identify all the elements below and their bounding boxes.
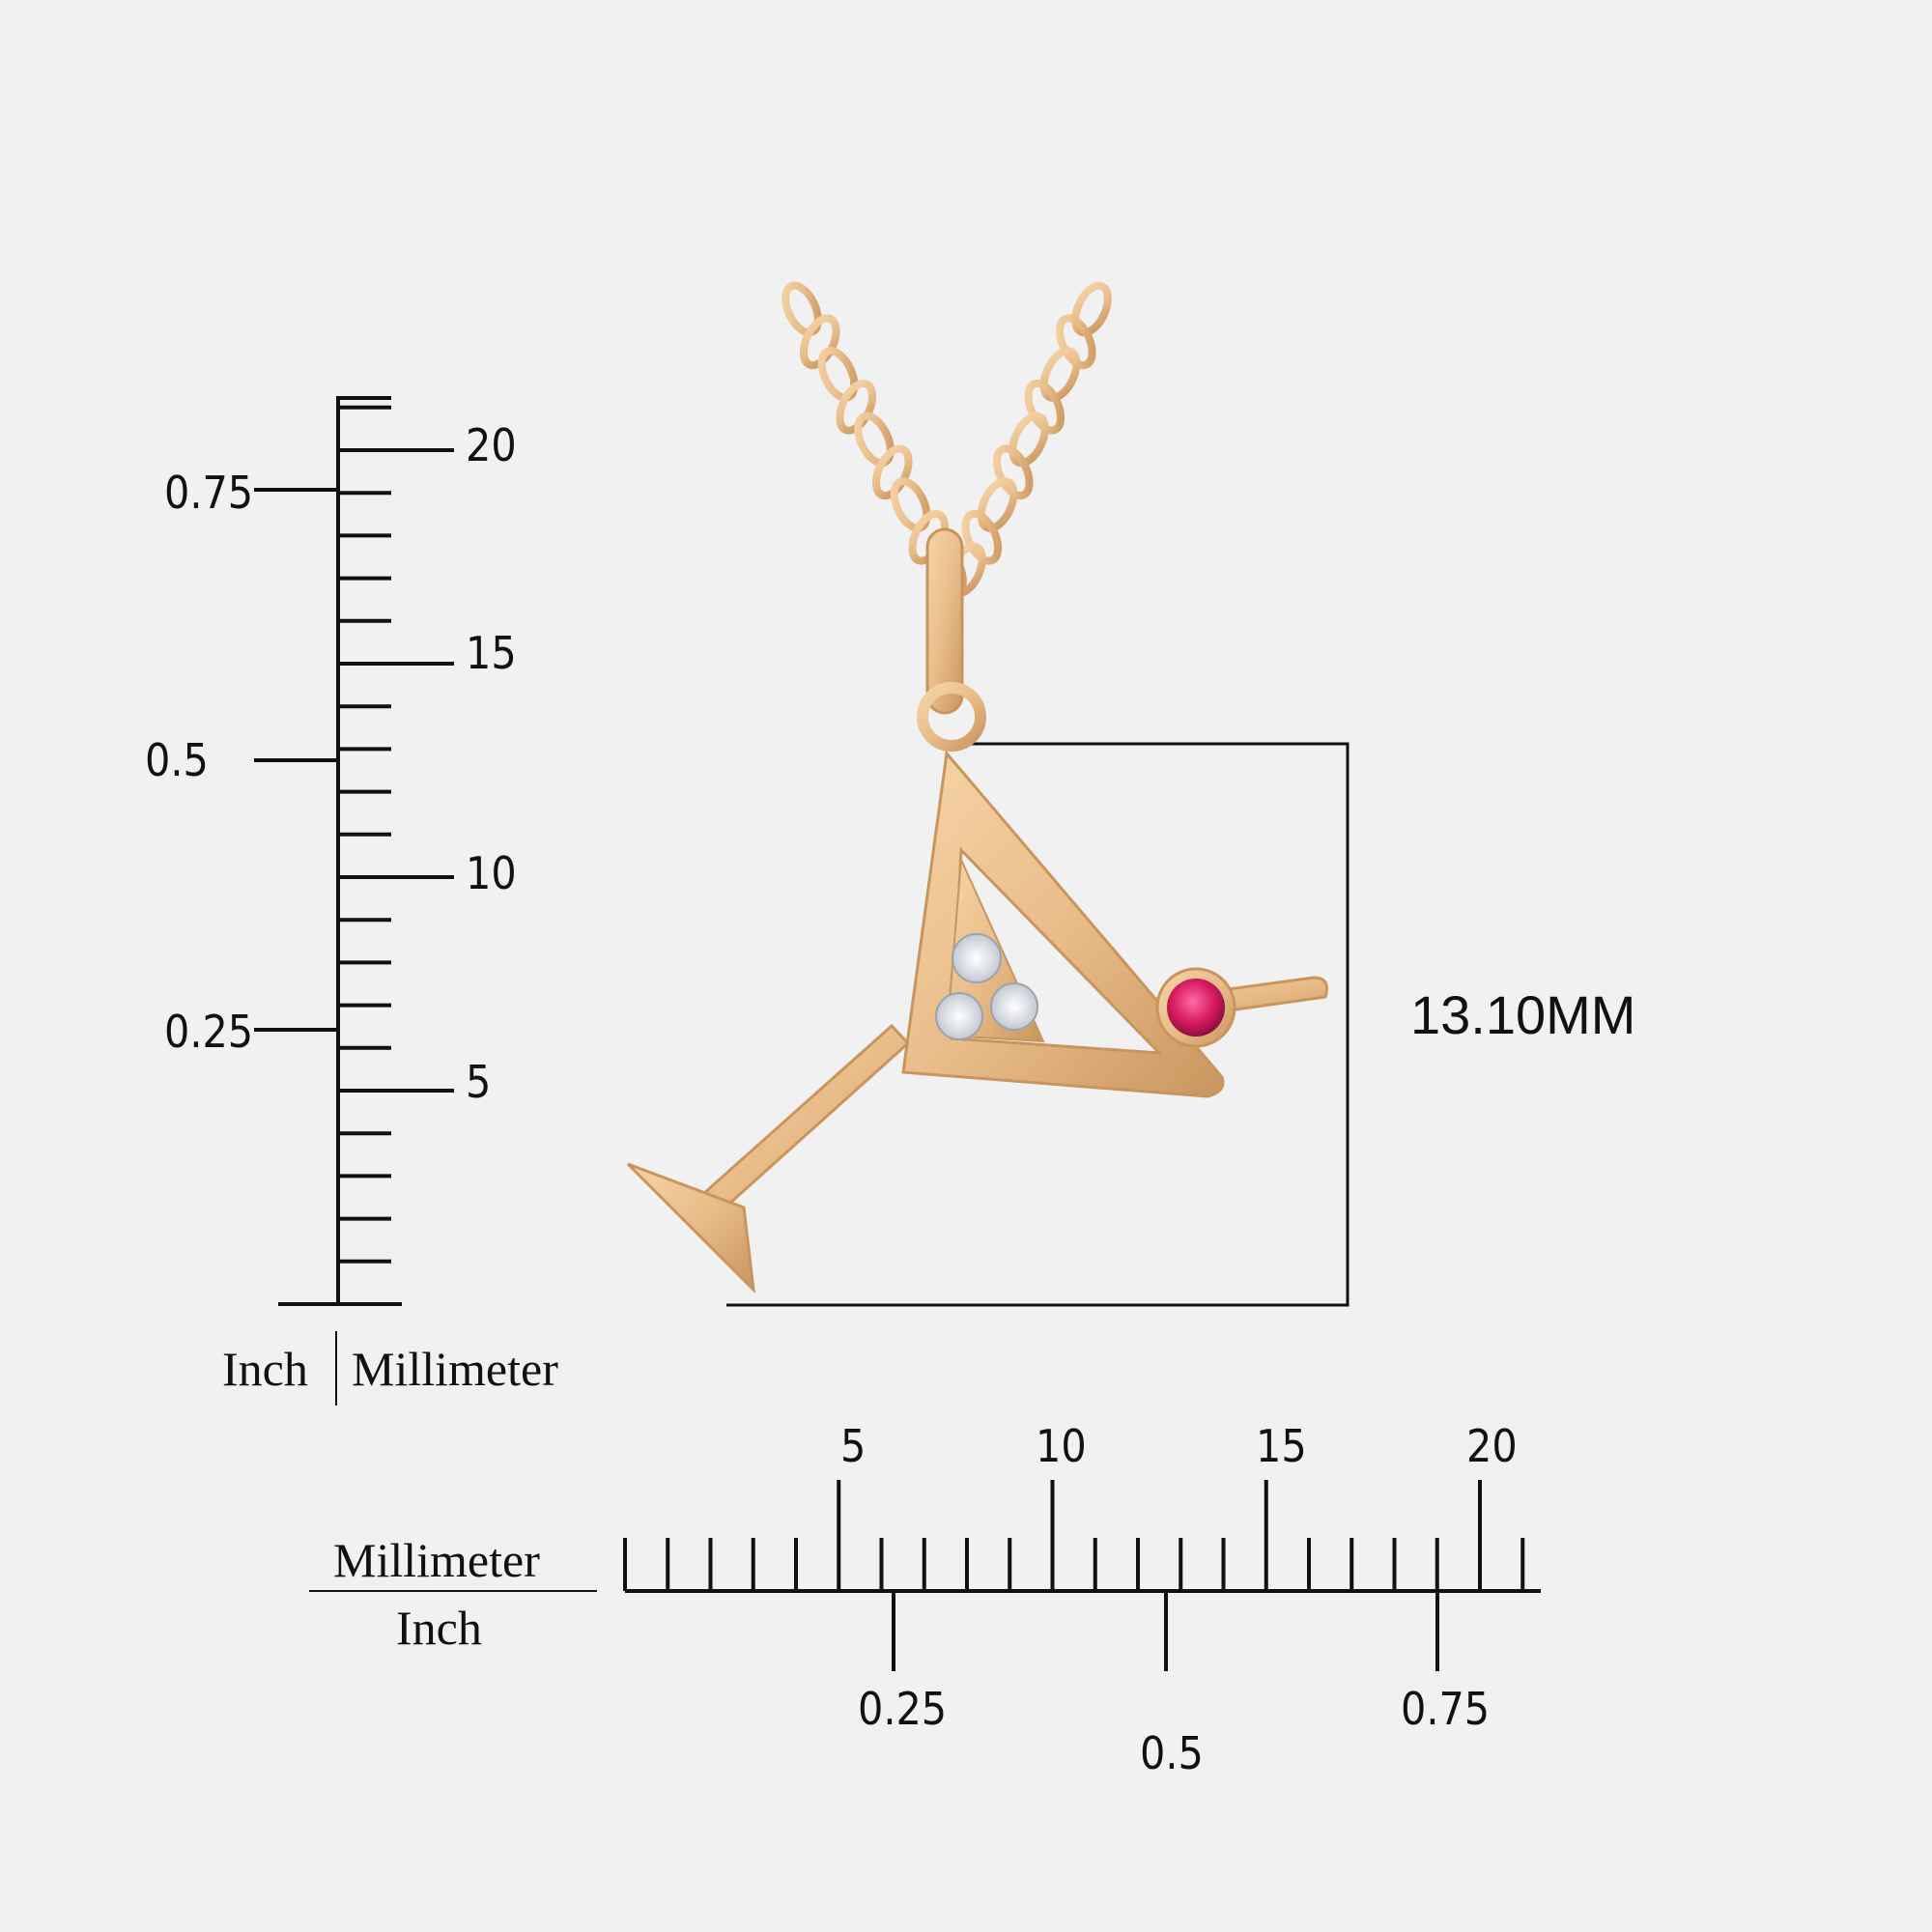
pendant-chain [781, 281, 1112, 598]
v-inch-label-025: 0.25 [164, 1006, 254, 1058]
h-mm-label-10: 10 [1036, 1420, 1087, 1472]
v-mm-label-20: 20 [466, 419, 517, 471]
chain-link [781, 281, 822, 337]
h-unit-inch: Inch [396, 1601, 482, 1655]
v-mm-label-5: 5 [466, 1056, 492, 1108]
v-mm-label-10: 10 [466, 847, 517, 899]
h-unit-millimeter: Millimeter [333, 1533, 540, 1587]
chain-link [890, 477, 931, 532]
v-inch-label-05: 0.5 [145, 734, 209, 786]
v-mm-label-15: 15 [466, 627, 517, 679]
chain-link [817, 347, 859, 402]
chain-link [977, 477, 1018, 532]
h-mm-label-20: 20 [1466, 1420, 1518, 1472]
measurement-label: 13.10MM [1410, 984, 1636, 1045]
chain-link [1009, 412, 1049, 468]
v-inch-label-075: 0.75 [164, 467, 254, 519]
v-unit-inch: Inch [222, 1342, 308, 1396]
chain-link [1024, 379, 1065, 435]
chain-link [854, 412, 895, 468]
pendant-bail [917, 527, 986, 752]
ruby-stone [1155, 967, 1236, 1048]
chain-link [1071, 281, 1112, 337]
h-inch-label-075: 0.75 [1401, 1683, 1491, 1735]
diamond-stones [935, 933, 1038, 1040]
chain-link [992, 444, 1034, 500]
v-unit-millimeter: Millimeter [352, 1342, 558, 1396]
chain-link [1039, 347, 1081, 402]
h-mm-label-15: 15 [1256, 1420, 1307, 1472]
measurement-box [726, 742, 1350, 1307]
h-inch-label-025: 0.25 [858, 1683, 948, 1735]
chain-link [1055, 314, 1096, 370]
chain-link [961, 509, 1003, 565]
horizontal-ruler [623, 1480, 1541, 1671]
h-mm-label-5: 5 [840, 1420, 867, 1472]
h-inch-label-05: 0.5 [1140, 1727, 1204, 1779]
